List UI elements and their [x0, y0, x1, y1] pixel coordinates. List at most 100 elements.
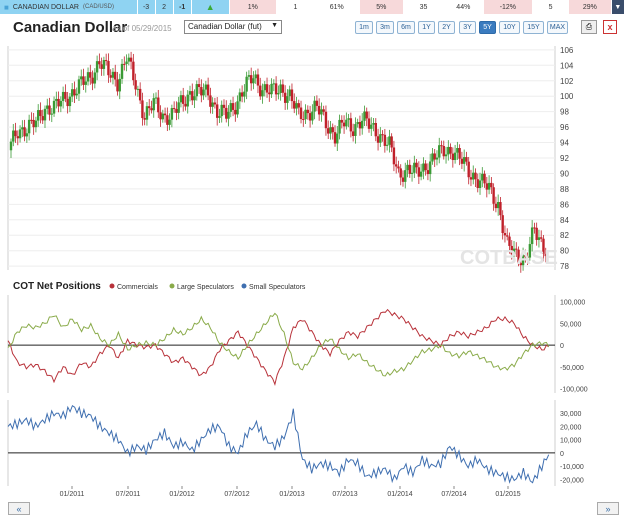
range-button-6m[interactable]: 6m [397, 21, 415, 34]
ticker-dropdown-icon[interactable]: ▼ [611, 0, 625, 14]
cot-y-tick: 50,000 [560, 321, 582, 328]
candle-body [535, 227, 538, 240]
candle-body [537, 237, 541, 240]
candle-body [265, 84, 269, 93]
candle-body [202, 89, 205, 96]
scroll-right-button[interactable]: » [597, 502, 619, 515]
candle-body [487, 182, 491, 190]
range-button-10y[interactable]: 10Y [499, 21, 520, 34]
candle-body [213, 102, 217, 105]
chevron-down-icon: ▼ [271, 22, 278, 29]
candle-body [367, 118, 371, 129]
candle-body [390, 136, 393, 148]
candle-body [154, 97, 158, 99]
candle-body [127, 57, 131, 62]
legend-marker [169, 283, 175, 289]
scroll-left-button[interactable]: « [8, 502, 30, 515]
ticker-value-2: 1 [277, 0, 315, 14]
close-button[interactable]: x [603, 20, 617, 34]
candle-body [329, 127, 332, 134]
candle-body [410, 172, 414, 174]
candle-body [308, 113, 312, 121]
candle-body [231, 103, 235, 110]
range-button-max[interactable]: MAX [547, 21, 568, 34]
candle-body [336, 133, 339, 144]
range-button-5y[interactable]: 5Y [479, 21, 496, 34]
candle-body [347, 118, 350, 120]
cot-y-tick: 0 [560, 343, 564, 350]
range-button-1m[interactable]: 1m [355, 21, 373, 34]
candle-body [52, 100, 56, 114]
price-y-tick: 78 [560, 262, 569, 271]
candle-body [322, 109, 325, 112]
ticker-value-8: 5 [533, 0, 570, 14]
candle-body [234, 109, 237, 115]
candle-body [494, 203, 498, 209]
candle-body [338, 119, 341, 134]
ticker-cell-2: 2 [155, 0, 174, 14]
candle-body [82, 76, 85, 85]
candle-body [290, 89, 294, 102]
candle-body [299, 107, 303, 120]
candle-body [394, 164, 398, 167]
print-button[interactable]: ⎙ [581, 20, 597, 34]
price-y-tick: 84 [560, 216, 569, 225]
candle-body [485, 183, 489, 190]
range-button-3m[interactable]: 3m [376, 21, 394, 34]
candle-body [27, 119, 31, 134]
candle-body [465, 157, 468, 162]
candle-body [95, 61, 99, 73]
candle-body [136, 88, 140, 90]
up-arrow-icon: ▲ [191, 0, 230, 14]
range-button-1y[interactable]: 1Y [418, 21, 435, 34]
printer-icon: ⎙ [585, 22, 593, 31]
candle-body [361, 120, 364, 129]
cot-legend: Commercials Large Speculators Small Specul… [109, 283, 306, 291]
candle-body [141, 100, 144, 119]
candle-body [340, 119, 344, 123]
candle-body [191, 91, 194, 101]
candle-body [544, 253, 547, 257]
ticker-name-cell[interactable]: ■ CANADIAN DOLLAR (CAD/USD) [0, 0, 138, 14]
candle-body [302, 119, 305, 121]
candle-body [197, 84, 201, 88]
candle-body [30, 119, 33, 121]
candle-body [168, 119, 171, 125]
contract-select[interactable]: Canadian Dollar (fut) ▼ [184, 20, 282, 34]
double-chevron-right-icon: » [605, 503, 611, 514]
candle-body [107, 61, 110, 76]
candle-body [413, 162, 416, 173]
candle-body [274, 83, 278, 95]
candle-body [281, 84, 285, 93]
candle-body [320, 109, 323, 115]
candle-body [240, 92, 244, 97]
candle-body [331, 127, 334, 133]
candle-body [175, 109, 178, 113]
candle-body [152, 98, 155, 111]
candle-body [476, 179, 479, 188]
cot-y-tick: 100,000 [560, 300, 585, 307]
candle-body [188, 91, 192, 95]
candle-body [510, 245, 513, 255]
cot-y-tick: -50,000 [560, 365, 584, 372]
candle-body [469, 177, 473, 180]
price-y-tick: 98 [560, 108, 569, 117]
range-button-2y[interactable]: 2Y [438, 21, 455, 34]
x-tick-label: 07/2013 [332, 491, 357, 498]
price-y-tick: 80 [560, 247, 569, 256]
candle-body [478, 180, 482, 188]
candle-body [453, 152, 457, 161]
candle-body [438, 145, 441, 158]
candle-body [220, 104, 223, 117]
cot-series-line [7, 312, 550, 377]
range-button-15y[interactable]: 15Y [523, 21, 544, 34]
candle-body [193, 96, 196, 101]
candle-body [236, 101, 239, 115]
candle-body [229, 103, 232, 112]
candle-body [385, 144, 389, 146]
range-button-3y[interactable]: 3Y [459, 21, 476, 34]
candle-body [148, 106, 151, 109]
candle-body [392, 147, 396, 165]
candle-body [490, 182, 493, 188]
candle-body [277, 92, 280, 95]
